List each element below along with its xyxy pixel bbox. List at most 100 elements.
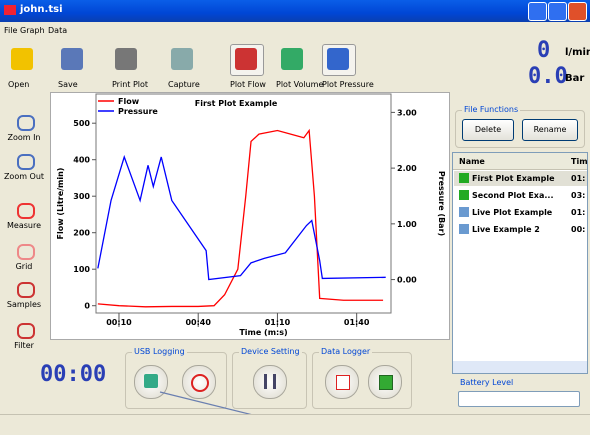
chart: 0 100 200 300 400 500 0.00 1.00 2.00 3.00 00:10 00:… bbox=[56, 93, 446, 337]
file-name[interactable]: Second Plot Exa... bbox=[472, 191, 554, 200]
file-functions-group: File Functions Delete Rename bbox=[455, 105, 585, 148]
list-header bbox=[453, 153, 587, 170]
tool-sidebar: Zoom In Zoom Out Measure Grid Samples Filter bbox=[0, 92, 50, 350]
x-tick-label: 00:40 bbox=[185, 318, 211, 327]
selected-row[interactable] bbox=[454, 171, 587, 186]
flow-unit: l/min bbox=[565, 47, 590, 58]
file-name[interactable]: Live Example 2 bbox=[472, 225, 540, 234]
tool-label[interactable]: Measure bbox=[7, 221, 41, 230]
settings-button[interactable] bbox=[253, 365, 287, 399]
usb-start-button[interactable] bbox=[134, 365, 168, 399]
logger-download-button[interactable] bbox=[368, 365, 402, 399]
tool-label[interactable]: Zoom In bbox=[7, 133, 41, 142]
flow-readout: 0 bbox=[537, 38, 551, 63]
status-bar bbox=[0, 414, 590, 435]
toolbar-icon[interactable] bbox=[115, 48, 137, 70]
toolbar-icon[interactable] bbox=[235, 48, 257, 70]
y-tick-label: 200 bbox=[73, 229, 90, 238]
toolbar-label[interactable]: Capture bbox=[168, 80, 200, 89]
close-button[interactable] bbox=[568, 2, 587, 21]
legend-label: Flow bbox=[118, 97, 140, 106]
toolbar-label[interactable]: Plot Flow bbox=[230, 80, 266, 89]
group-title: File Functions bbox=[462, 105, 521, 114]
toolbar-label[interactable]: Print Plot bbox=[112, 80, 149, 89]
y-axis-label: Flow (Litre/min) bbox=[56, 168, 65, 240]
group-title: Data Logger bbox=[319, 347, 373, 356]
maximize-button[interactable] bbox=[548, 2, 567, 21]
y2-tick-label: 0.00 bbox=[397, 276, 417, 285]
plot-frame bbox=[95, 93, 392, 314]
file-time[interactable]: 03: bbox=[571, 191, 586, 200]
group-title: Device Setting bbox=[239, 347, 302, 356]
series-line bbox=[97, 154, 386, 281]
x-axis-label: Time (m:s) bbox=[239, 328, 287, 337]
usb-logging-group: USB Logging bbox=[125, 347, 227, 409]
tool-icon[interactable] bbox=[17, 115, 35, 131]
y2-tick-label: 3.00 bbox=[397, 108, 417, 117]
toolbar-icon[interactable] bbox=[171, 48, 193, 70]
horizontal-scrollbar[interactable] bbox=[453, 361, 587, 373]
chart-title: First Plot Example bbox=[195, 99, 278, 108]
group-title: USB Logging bbox=[132, 347, 187, 356]
y2-tick-label: 2.00 bbox=[397, 164, 417, 173]
x-tick-label: 00:10 bbox=[106, 318, 132, 327]
file-list: Name Tim First Plot Example 01: Second Plo… bbox=[452, 152, 588, 374]
toolbar-label[interactable]: Open bbox=[8, 80, 30, 89]
toolbar: Open Save Print Plot Capture Plot Flow Plot V… bbox=[0, 38, 450, 92]
minimize-button[interactable] bbox=[528, 2, 547, 21]
x-tick-label: 01:40 bbox=[344, 318, 370, 327]
timer: 00:00 bbox=[40, 362, 107, 387]
tool-label[interactable]: Zoom Out bbox=[3, 172, 45, 181]
y-tick-label: 0 bbox=[84, 302, 90, 311]
file-icon[interactable] bbox=[459, 173, 469, 183]
menu-item[interactable]: File bbox=[4, 26, 18, 35]
tool-label[interactable]: Samples bbox=[6, 300, 42, 309]
y-tick-label: 500 bbox=[73, 119, 90, 128]
toolbar-icon[interactable] bbox=[327, 48, 349, 70]
device-setting-group: Device Setting bbox=[232, 347, 307, 409]
menu-item[interactable]: Data bbox=[48, 26, 68, 35]
tool-icon[interactable] bbox=[17, 154, 35, 170]
toolbar-label[interactable]: Plot Volume bbox=[276, 80, 324, 89]
y2-axis-label: Pressure (Bar) bbox=[437, 171, 446, 236]
battery-label: Battery Level bbox=[460, 378, 514, 387]
column-header: Tim bbox=[571, 157, 588, 166]
file-name[interactable]: First Plot Example bbox=[472, 174, 555, 183]
battery-bar bbox=[458, 391, 580, 407]
tool-icon[interactable] bbox=[17, 244, 35, 260]
legend-label: Pressure bbox=[118, 107, 158, 116]
tool-icon[interactable] bbox=[17, 323, 35, 339]
app-icon bbox=[4, 5, 16, 15]
y-tick-label: 400 bbox=[73, 156, 90, 165]
column-header: Name bbox=[459, 157, 485, 166]
file-time[interactable]: 00: bbox=[571, 225, 586, 234]
file-icon[interactable] bbox=[459, 207, 469, 217]
file-time[interactable]: 01: bbox=[571, 208, 586, 217]
usb-stop-button[interactable] bbox=[182, 365, 216, 399]
tool-label[interactable]: Filter bbox=[14, 341, 34, 350]
tool-icon[interactable] bbox=[17, 282, 35, 298]
logger-delete-button[interactable] bbox=[325, 365, 359, 399]
rename-button[interactable]: Rename bbox=[522, 119, 578, 141]
tool-label[interactable]: Grid bbox=[15, 262, 33, 271]
menu-item[interactable]: Graph bbox=[20, 26, 45, 35]
window-title: john.tsi bbox=[20, 4, 63, 15]
toolbar-icon[interactable] bbox=[61, 48, 83, 70]
file-time[interactable]: 01: bbox=[571, 174, 586, 183]
chart-panel: 0 100 200 300 400 500 0.00 1.00 2.00 3.00 00:10 00:… bbox=[50, 92, 450, 340]
y2-tick-label: 1.00 bbox=[397, 220, 417, 229]
file-icon[interactable] bbox=[459, 190, 469, 200]
title-bar: john.tsi bbox=[0, 0, 590, 22]
tool-icon[interactable] bbox=[17, 203, 35, 219]
file-name[interactable]: Live Plot Example bbox=[472, 208, 553, 217]
delete-button[interactable]: Delete bbox=[462, 119, 514, 141]
file-icon[interactable] bbox=[459, 224, 469, 234]
pressure-readout: 0.0 bbox=[528, 64, 568, 89]
toolbar-icon[interactable] bbox=[281, 48, 303, 70]
toolbar-label[interactable]: Plot Pressure bbox=[322, 80, 374, 89]
x-tick-label: 01:10 bbox=[265, 318, 291, 327]
toolbar-icon[interactable] bbox=[11, 48, 33, 70]
series-line bbox=[97, 128, 384, 308]
toolbar-label[interactable]: Save bbox=[58, 80, 78, 89]
